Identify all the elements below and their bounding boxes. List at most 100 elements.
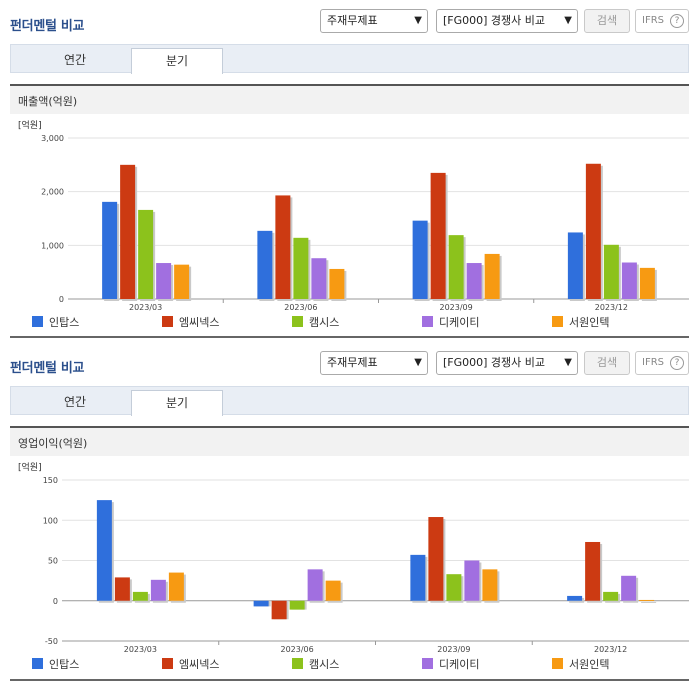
help-icon[interactable]: ? (670, 356, 684, 370)
x-tick-label: 2023/09 (437, 645, 470, 654)
bar[interactable] (168, 572, 184, 601)
legend-item[interactable]: 서원인텍 (552, 656, 609, 672)
search-button[interactable]: 검색 (584, 351, 630, 375)
legend-swatch (32, 658, 43, 669)
legend-label: 엠씨넥스 (179, 316, 220, 329)
legend-label: 서원인텍 (569, 316, 610, 329)
bar[interactable] (293, 237, 309, 299)
ifrs-button[interactable]: IFRS ? (635, 351, 689, 375)
x-tick-label: 2023/09 (440, 303, 473, 312)
y-tick-label: 1,000 (41, 241, 64, 250)
bar[interactable] (621, 262, 637, 299)
bar[interactable] (102, 201, 118, 299)
chevron-down-icon: ▼ (564, 357, 572, 368)
bar[interactable] (482, 569, 498, 601)
bar[interactable] (585, 541, 601, 601)
ifrs-label: IFRS (642, 15, 664, 26)
chevron-down-icon: ▼ (564, 15, 572, 26)
panel-header: 펀더멘털 비교 주재무제표 ▼ [FG000] 경쟁사 비교 ▼ 검색 IFRS… (0, 4, 696, 38)
y-tick-label: 100 (43, 516, 58, 525)
bar[interactable] (132, 591, 148, 601)
statement-type-value: 주재무제표 (327, 356, 378, 369)
x-tick-label: 2023/03 (129, 303, 162, 312)
legend-item[interactable]: 디케이티 (422, 656, 479, 672)
y-tick-label: 0 (53, 597, 58, 606)
bar[interactable] (621, 575, 637, 601)
bar[interactable] (448, 235, 464, 299)
legend-item[interactable]: 엠씨넥스 (162, 314, 219, 330)
bar[interactable] (271, 600, 287, 620)
bar[interactable] (150, 579, 166, 601)
y-tick-label: 2,000 (41, 188, 64, 197)
bar[interactable] (603, 244, 619, 299)
bar[interactable] (639, 599, 655, 601)
bar[interactable] (446, 574, 462, 601)
bar[interactable] (639, 267, 655, 299)
bar[interactable] (585, 163, 601, 299)
legend-swatch (32, 316, 43, 327)
legend-swatch (162, 316, 173, 327)
panel-title: 펀더멘털 비교 (10, 19, 85, 34)
tab-quarterly[interactable]: 분기 (131, 390, 223, 416)
bar[interactable] (96, 500, 112, 601)
bar[interactable] (603, 591, 619, 601)
peer-group-select[interactable]: [FG000] 경쟁사 비교 ▼ (436, 9, 578, 33)
legend-label: 인탑스 (49, 658, 80, 671)
legend-swatch (292, 658, 303, 669)
ifrs-button[interactable]: IFRS ? (635, 9, 689, 33)
bar[interactable] (307, 569, 323, 601)
statement-type-select[interactable]: 주재무제표 ▼ (320, 351, 428, 375)
y-unit-label: [억원] (18, 119, 42, 131)
bar[interactable] (567, 595, 583, 601)
legend-swatch (162, 658, 173, 669)
revenue-bar-chart: [억원] 3,000 2,000 1,000 0 2023/03 2023/06 2023/0… (18, 119, 689, 312)
legend-item[interactable]: 캠시스 (292, 314, 339, 330)
bar[interactable] (289, 600, 305, 610)
divider (10, 679, 689, 681)
bar[interactable] (156, 263, 172, 299)
search-button[interactable]: 검색 (584, 9, 630, 33)
legend-item[interactable]: 캠시스 (292, 656, 339, 672)
legend-swatch (422, 658, 433, 669)
statement-type-select[interactable]: 주재무제표 ▼ (320, 9, 428, 33)
bar[interactable] (257, 230, 273, 299)
bar[interactable] (466, 263, 482, 299)
bar[interactable] (275, 195, 291, 299)
panel-header: 펀더멘털 비교 주재무제표 ▼ [FG000] 경쟁사 비교 ▼ 검색 IFRS… (0, 346, 696, 380)
legend-item[interactable]: 인탑스 (32, 314, 79, 330)
bar[interactable] (329, 268, 345, 299)
legend-swatch (292, 316, 303, 327)
peer-group-select[interactable]: [FG000] 경쟁사 비교 ▼ (436, 351, 578, 375)
bar[interactable] (174, 264, 190, 299)
bar[interactable] (412, 220, 428, 299)
bar[interactable] (120, 164, 136, 299)
legend-item[interactable]: 디케이티 (422, 314, 479, 330)
bar[interactable] (311, 258, 327, 299)
divider (10, 336, 689, 338)
tab-annual[interactable]: 연간 (63, 395, 87, 409)
bar[interactable] (410, 554, 426, 601)
legend-item[interactable]: 인탑스 (32, 656, 79, 672)
bar[interactable] (430, 172, 446, 299)
bar[interactable] (138, 209, 154, 299)
x-tick-label: 2023/12 (594, 645, 627, 654)
tab-quarterly[interactable]: 분기 (131, 48, 223, 74)
bar[interactable] (484, 253, 500, 299)
legend-item[interactable]: 서원인텍 (552, 314, 609, 330)
section-title: 매출액(억원) (18, 95, 78, 108)
legend-swatch (552, 658, 563, 669)
bar[interactable] (253, 600, 269, 607)
legend-label: 인탑스 (49, 316, 80, 329)
bar[interactable] (567, 232, 583, 299)
legend-item[interactable]: 엠씨넥스 (162, 656, 219, 672)
bar[interactable] (464, 560, 480, 601)
chevron-down-icon: ▼ (414, 15, 422, 26)
legend-label: 디케이티 (439, 658, 480, 671)
peer-group-value: [FG000] 경쟁사 비교 (443, 356, 546, 369)
tab-annual[interactable]: 연간 (63, 53, 87, 67)
bar[interactable] (114, 577, 130, 601)
bar[interactable] (428, 517, 444, 601)
legend-label: 디케이티 (439, 316, 480, 329)
help-icon[interactable]: ? (670, 14, 684, 28)
bar[interactable] (325, 580, 341, 601)
